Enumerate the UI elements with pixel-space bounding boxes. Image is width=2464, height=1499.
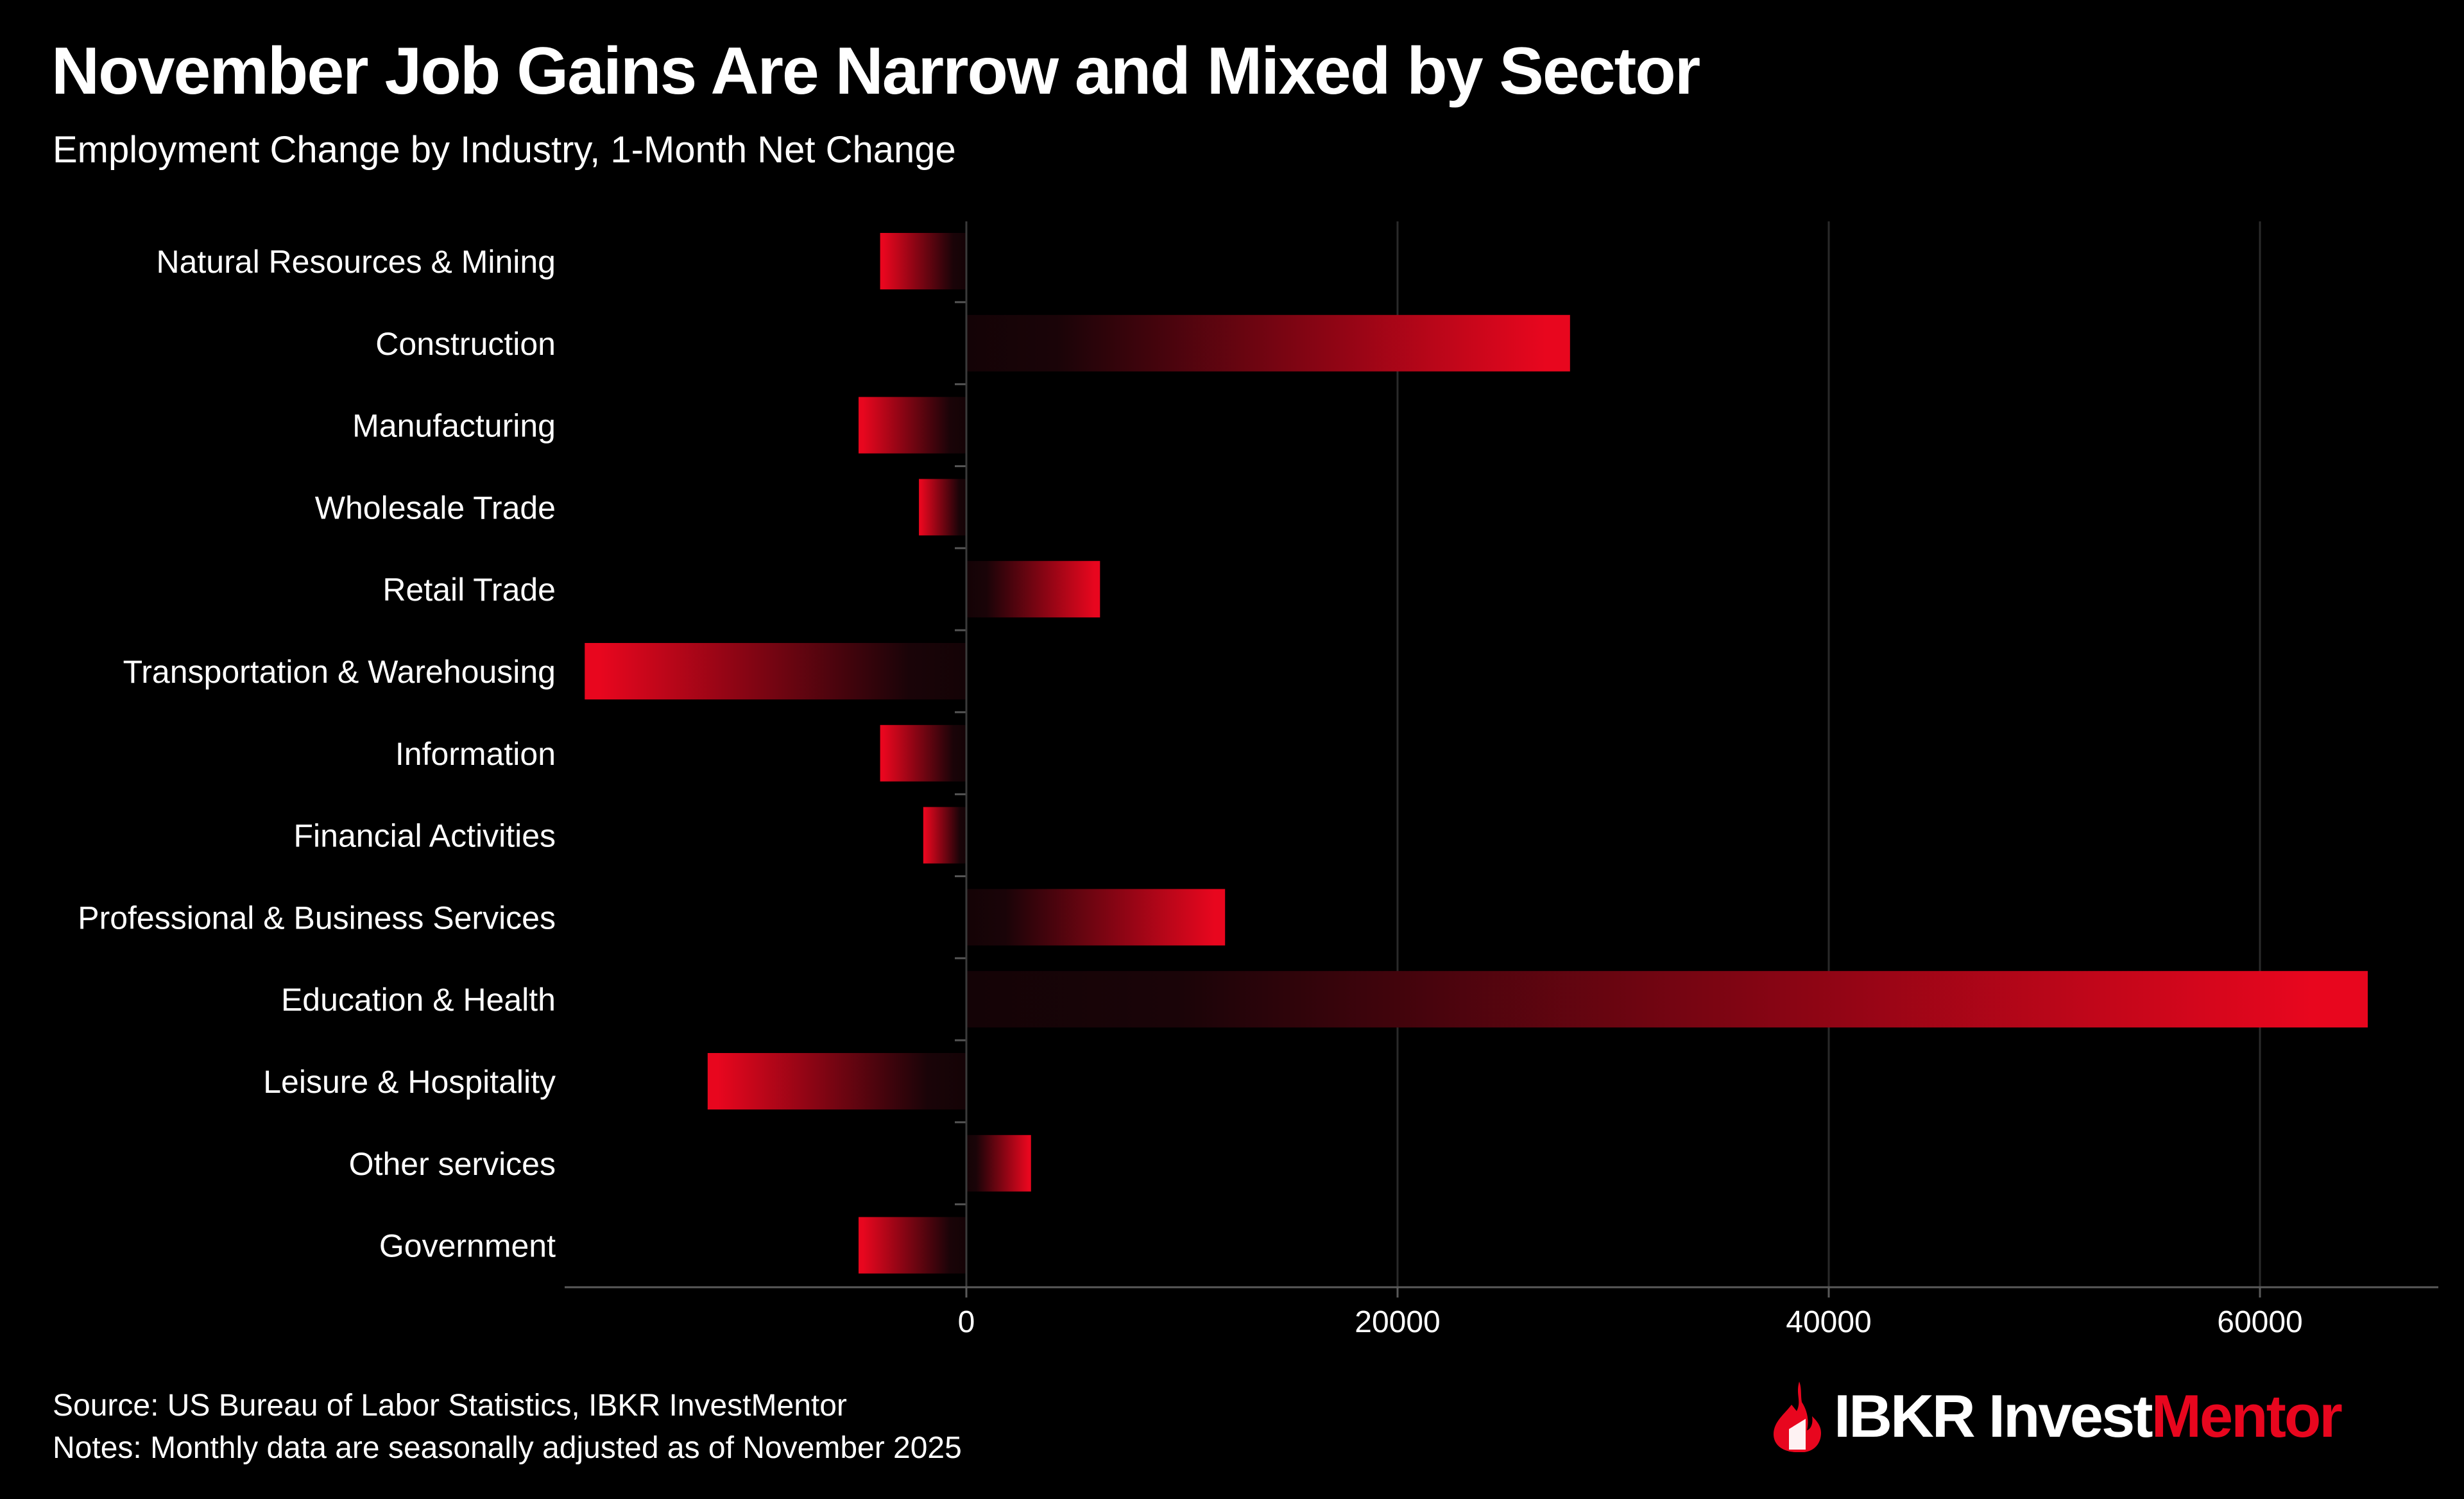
bar: [966, 889, 1226, 946]
ibkr-flame-icon: [1774, 1382, 1821, 1452]
category-label: Leisure & Hospitality: [263, 1064, 556, 1100]
category-label: Transportation & Warehousing: [123, 654, 556, 690]
bar: [966, 971, 2368, 1028]
chart-subtitle: Employment Change by Industry, 1-Month N…: [53, 129, 956, 171]
axes: 0 20000 40000 60000: [565, 221, 2438, 1339]
category-label: Other services: [349, 1146, 556, 1182]
bar: [880, 233, 966, 289]
category-labels: Natural Resources & Mining Construction Ma…: [78, 244, 556, 1264]
category-label: Professional & Business Services: [78, 900, 556, 936]
data-notes: Notes: Monthly data are seasonally adjus…: [53, 1431, 962, 1465]
x-tick-label: 20000: [1355, 1305, 1440, 1339]
category-label: Wholesale Trade: [315, 490, 556, 526]
brand-name-main: IBKR Invest: [1834, 1382, 2153, 1450]
category-label: Manufacturing: [352, 408, 556, 444]
category-label: Construction: [375, 326, 556, 362]
bar: [880, 724, 966, 782]
bar: [859, 397, 966, 454]
bar: [966, 1135, 1031, 1192]
category-label: Information: [395, 736, 556, 772]
bar: [923, 807, 966, 864]
chart-title: November Job Gains Are Narrow and Mixed …: [51, 34, 1700, 108]
source-note: Source: US Bureau of Labor Statistics, I…: [53, 1389, 847, 1423]
x-tick-label: 0: [958, 1305, 975, 1339]
x-tick-label: 40000: [1786, 1305, 1871, 1339]
category-label: Retail Trade: [382, 572, 556, 608]
category-label: Education & Health: [281, 982, 556, 1018]
category-label: Government: [379, 1228, 556, 1264]
brand-logo: IBKR InvestMentor: [1770, 1375, 2343, 1458]
grid-lines: [1396, 221, 2261, 1287]
category-label: Financial Activities: [294, 818, 556, 854]
bars: [585, 233, 2368, 1274]
bar: [707, 1053, 966, 1109]
brand-name-accent: Mentor: [2151, 1382, 2343, 1450]
category-label: Natural Resources & Mining: [157, 244, 556, 280]
bar: [966, 561, 1100, 618]
x-tick-label: 60000: [2217, 1305, 2302, 1339]
bar: [585, 643, 966, 699]
bar: [966, 314, 1570, 372]
bar: [919, 479, 966, 536]
bar: [859, 1217, 966, 1274]
